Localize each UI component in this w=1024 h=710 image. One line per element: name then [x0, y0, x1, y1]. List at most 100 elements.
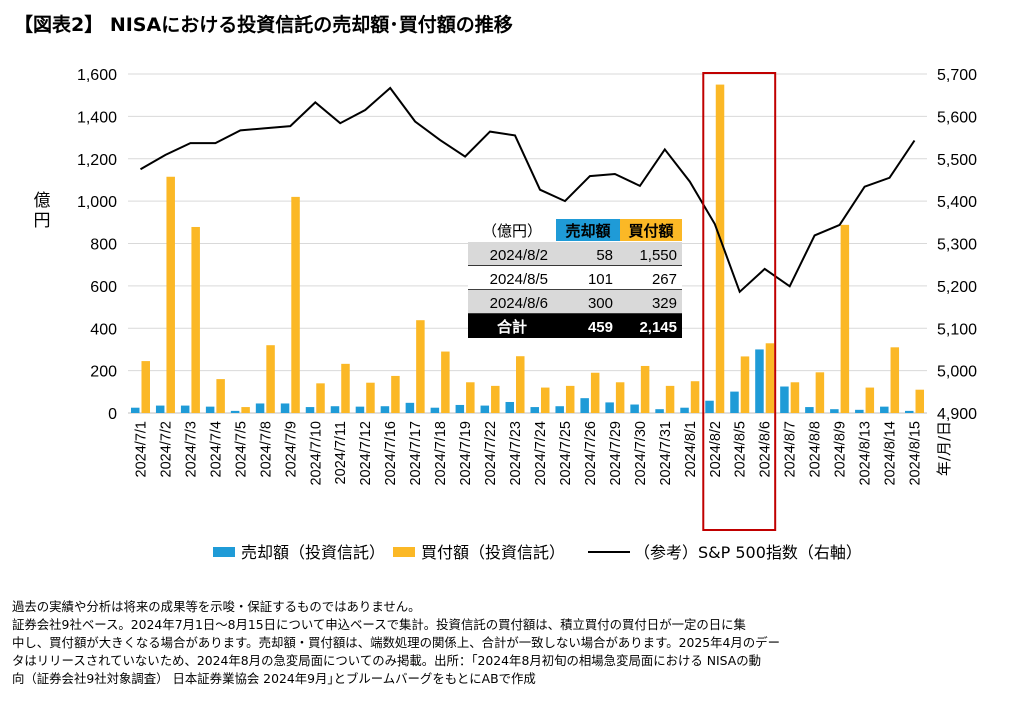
sell-bar	[180, 405, 190, 413]
buy-bar	[590, 372, 600, 413]
sell-bar	[130, 407, 140, 413]
x-tick-label: 2024/7/31	[658, 421, 674, 486]
table-cell-sell: 300	[588, 295, 613, 312]
x-tick-label: 2024/7/25	[558, 421, 574, 486]
table-unit-label: （億円）	[482, 223, 542, 240]
y2-tick-label: 5,500	[937, 152, 977, 169]
sell-bar	[680, 407, 689, 413]
sell-bar	[355, 406, 365, 413]
table-total-sell: 459	[588, 319, 613, 336]
sell-bar	[555, 406, 564, 413]
buy-bar	[540, 387, 550, 413]
x-tick-label: 2024/8/8	[808, 421, 824, 477]
buy-bar	[266, 345, 275, 413]
x-tick-label: 2024/8/9	[833, 421, 849, 477]
sell-bar	[905, 410, 914, 413]
x-tick-label: 2024/7/12	[358, 421, 374, 486]
buy-bar	[316, 383, 325, 413]
sell-bar	[705, 400, 714, 413]
sell-bar	[480, 405, 490, 413]
x-tick-label: 2024/7/22	[483, 421, 499, 486]
buy-bar	[416, 320, 425, 413]
y-axis-label: 億	[34, 191, 51, 211]
legend-label-buy: 買付額（投資信託）	[421, 543, 565, 562]
footnote-line: 証券会社9社ベース。2024年7月1日～8月15日について申込ベースで集計。投資…	[12, 617, 746, 632]
sell-bar	[405, 402, 415, 413]
x-tick-label: 2024/7/8	[258, 421, 274, 477]
y2-tick-label: 5,400	[937, 194, 977, 211]
x-tick-label: 2024/7/2	[158, 421, 174, 477]
sell-bar	[380, 406, 390, 413]
sell-bar	[505, 401, 515, 413]
legend-label-sell: 売却額（投資信託）	[241, 543, 385, 562]
table-cell-sell: 58	[596, 247, 613, 264]
buy-bar	[615, 382, 625, 413]
y-tick-label: 0	[108, 406, 117, 423]
footnote-line: 過去の実績や分析は将来の成果等を示唆・保証するものではありません。	[12, 599, 421, 614]
table-row	[468, 266, 682, 290]
sell-bar	[605, 402, 614, 413]
buy-bar	[665, 385, 675, 413]
sell-bar	[430, 407, 440, 413]
x-tick-label: 2024/7/23	[508, 421, 524, 486]
footnote-line: タはリリースされていないため、2024年8月の急変局面についてのみ掲載。出所：｢…	[12, 653, 762, 668]
buy-bar	[166, 176, 175, 413]
table-row	[468, 242, 682, 266]
buy-bar	[491, 385, 500, 413]
y-tick-label: 800	[90, 237, 117, 254]
sell-bar	[630, 404, 639, 413]
y2-tick-label: 5,200	[937, 279, 977, 296]
buy-bar	[391, 375, 400, 413]
sell-bar	[755, 349, 764, 413]
y2-tick-label: 4,900	[937, 406, 977, 423]
sell-bar	[855, 409, 864, 413]
x-tick-label: 2024/7/16	[383, 421, 399, 486]
legend-swatch-sell	[213, 547, 235, 557]
table-total-row	[468, 314, 682, 338]
y-tick-label: 400	[90, 321, 117, 338]
sell-bar	[655, 409, 664, 413]
sell-bar	[330, 406, 340, 413]
footnotes: 過去の実績や分析は将来の成果等を示唆・保証するものではありません。 証券会社9社…	[12, 598, 1012, 688]
sell-bar	[530, 407, 539, 413]
footnote-line: 中し、買付額が大きくなる場合があります。売却額・買付額は、端数処理の関係上、合計…	[12, 635, 780, 650]
footnote-line: 向（証券会社9社対象調査） 日本証券業協会 2024年9月｣とブルームバーグをも…	[12, 671, 536, 686]
x-tick-label: 2024/7/10	[308, 421, 324, 486]
table-total-label: 合計	[496, 318, 527, 336]
y-tick-label: 1,600	[77, 67, 117, 84]
buy-bar	[840, 224, 850, 413]
x-tick-label: 2024/7/17	[408, 421, 424, 486]
table-cell-date: 2024/8/5	[490, 271, 548, 288]
x-tick-label: 2024/8/15	[908, 421, 924, 486]
buy-bar	[291, 196, 300, 413]
buy-bar	[740, 356, 750, 413]
buy-bar	[341, 363, 350, 413]
sp500-line	[140, 86, 916, 294]
x-axis-label: 年/月/日	[935, 421, 953, 476]
sell-bar	[305, 407, 315, 413]
buy-bar	[815, 372, 825, 413]
buy-bar	[865, 387, 875, 413]
x-tick-label: 2024/8/14	[883, 421, 899, 486]
sell-bar	[205, 406, 215, 413]
x-tick-label: 2024/7/11	[333, 421, 349, 484]
x-tick-label: 2024/7/30	[633, 421, 649, 486]
y-tick-label: 1,400	[77, 109, 117, 126]
y-tick-label: 1,200	[77, 152, 117, 169]
y2-tick-label: 5,600	[937, 109, 977, 126]
sell-bar	[280, 403, 290, 413]
x-tick-label: 2024/7/3	[183, 421, 199, 477]
x-tick-label: 2024/7/24	[533, 421, 549, 486]
sell-bar	[730, 391, 739, 413]
table-header-cell	[556, 219, 620, 241]
y-axis-label: 円	[34, 211, 51, 231]
x-tick-label: 2024/8/5	[733, 421, 749, 477]
table-header-cell	[620, 219, 682, 241]
buy-bar	[441, 351, 450, 413]
sell-bar	[880, 406, 889, 413]
table-cell-sell: 101	[588, 271, 613, 288]
x-tick-label: 2024/8/6	[758, 421, 774, 477]
buy-bar	[466, 382, 475, 413]
buy-bar	[765, 343, 775, 413]
buy-bar	[141, 361, 150, 413]
